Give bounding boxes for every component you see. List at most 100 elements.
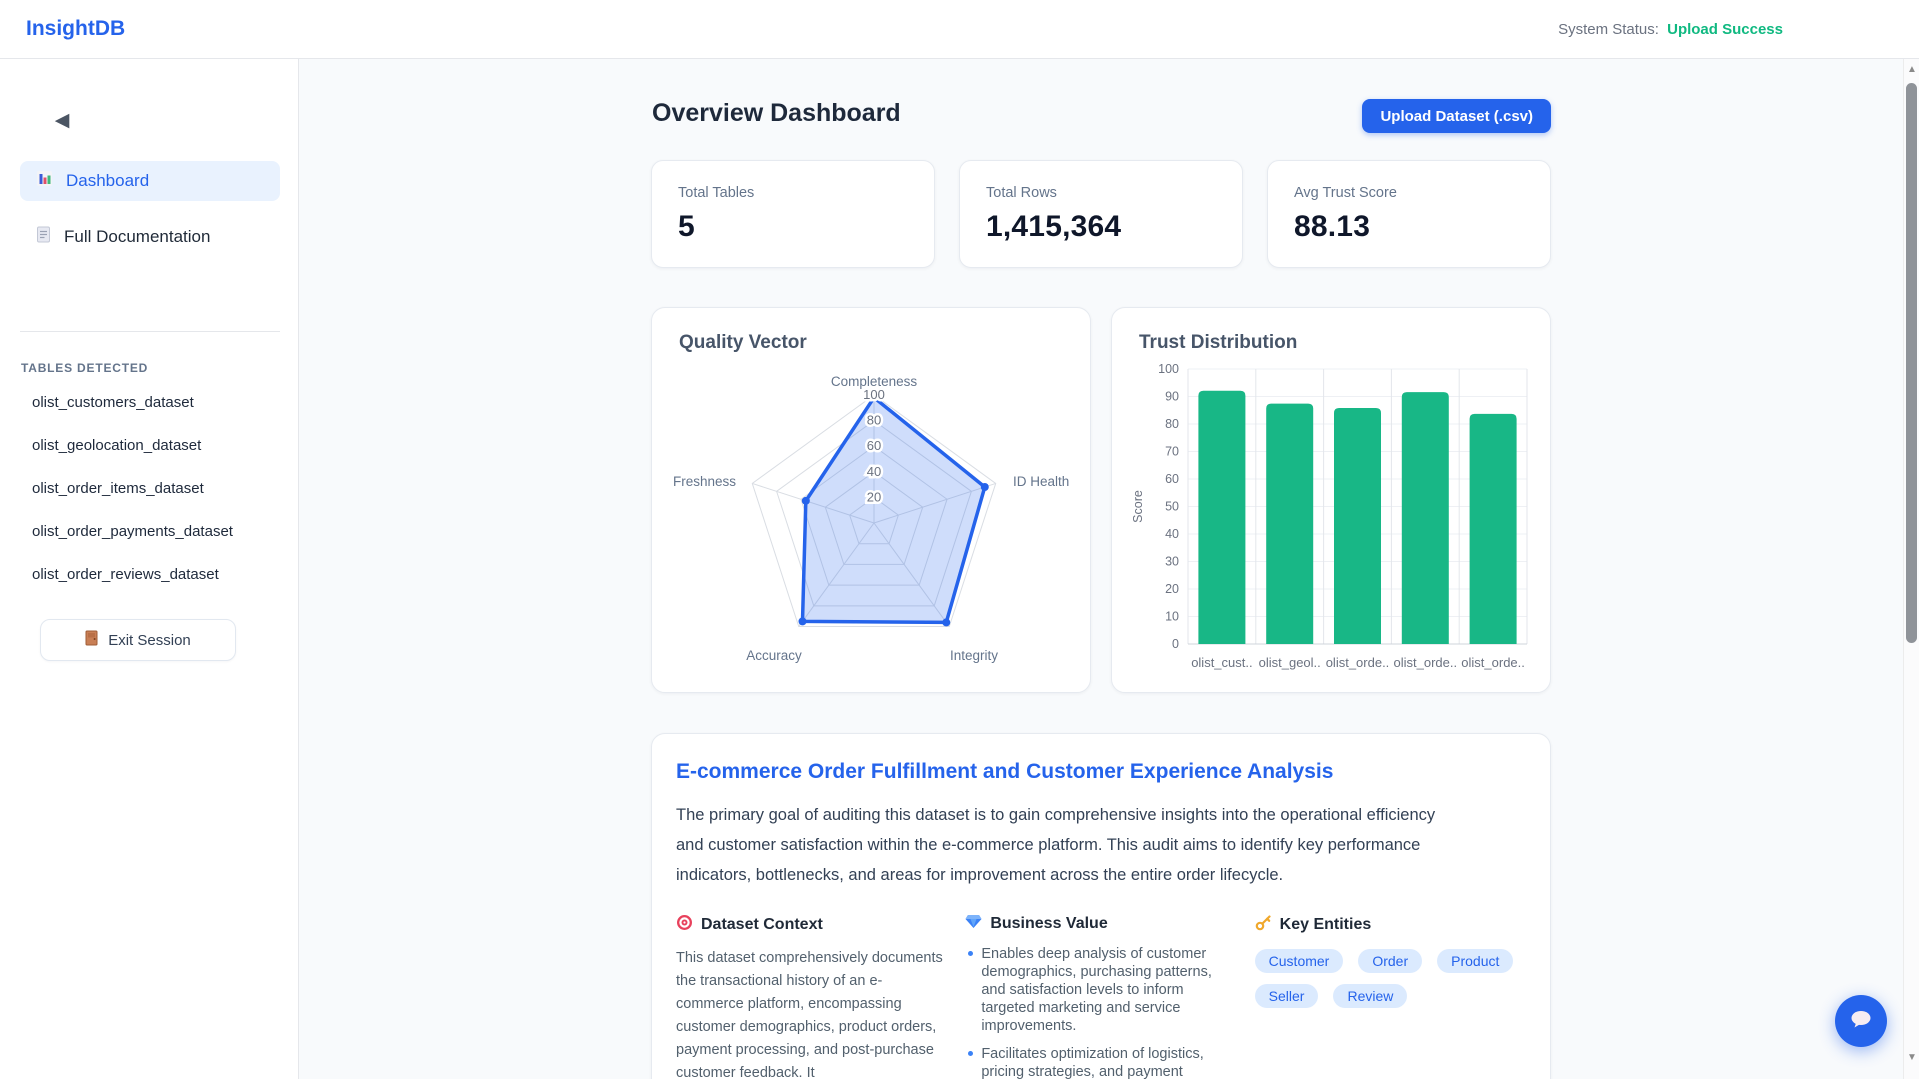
svg-text:80: 80 [867, 413, 881, 428]
page-title: Overview Dashboard [652, 99, 901, 127]
svg-text:ID Health: ID Health [1013, 474, 1069, 489]
business-value-bullets: Enables deep analysis of customer demogr… [965, 945, 1236, 1079]
svg-text:olist_orde..: olist_orde.. [1394, 655, 1458, 670]
stat-card-total-rows: Total Rows 1,415,364 [959, 160, 1243, 268]
stats-row: Total Tables 5 Total Rows 1,415,364 Avg … [651, 160, 1551, 268]
narrative-paragraph: The primary goal of auditing this datase… [676, 806, 1436, 884]
column-heading-label: Dataset Context [701, 916, 823, 933]
entity-chip-customer: Customer [1254, 949, 1344, 973]
column-heading: Dataset Context [676, 914, 947, 936]
svg-text:40: 40 [867, 464, 881, 479]
table-item-customers[interactable]: olist_customers_dataset [32, 394, 194, 411]
svg-text:Accuracy: Accuracy [746, 648, 802, 663]
vertical-scrollbar: ▲ ▼ [1903, 59, 1919, 1079]
svg-text:Completeness: Completeness [831, 374, 918, 389]
business-value-column: Business Value Enables deep analysis of … [965, 914, 1236, 1079]
system-status: System Status: Upload Success [1558, 21, 1783, 38]
scroll-up-arrow[interactable]: ▲ [1907, 64, 1917, 75]
stat-label: Avg Trust Score [1294, 185, 1397, 201]
svg-text:60: 60 [867, 438, 881, 453]
narrative-columns: Dataset Context This dataset comprehensi… [676, 914, 1526, 1079]
gem-icon [965, 914, 982, 934]
system-status-label: System Status: [1558, 21, 1659, 38]
svg-text:10: 10 [1165, 610, 1179, 624]
main-content: Overview Dashboard Upload Dataset (.csv)… [651, 59, 1551, 1079]
speech-bubble-icon [1848, 1008, 1874, 1035]
sidebar-item-label: Full Documentation [64, 227, 211, 246]
dataset-context-body: This dataset comprehensively documents t… [676, 950, 943, 1079]
trust-distribution-card: 0 10 20 30 40 50 60 70 80 90 100 Score olist_cust.. o… [1111, 307, 1551, 693]
svg-text:70: 70 [1165, 445, 1179, 459]
door-icon [85, 630, 98, 650]
document-icon [36, 226, 51, 248]
svg-text:olist_geol..: olist_geol.. [1259, 655, 1321, 670]
svg-text:olist_cust..: olist_cust.. [1191, 655, 1252, 670]
entity-chip-review: Review [1333, 984, 1408, 1008]
svg-text:Score: Score [1131, 490, 1145, 523]
svg-text:olist_orde..: olist_orde.. [1326, 655, 1390, 670]
system-status-value: Upload Success [1667, 21, 1783, 38]
column-heading-label: Key Entities [1279, 916, 1372, 933]
svg-text:Integrity: Integrity [950, 648, 998, 663]
svg-text:Freshness: Freshness [673, 474, 736, 489]
stat-value: 88.13 [1294, 210, 1371, 243]
exit-session-label: Exit Session [108, 631, 191, 649]
svg-text:20: 20 [1165, 582, 1179, 596]
svg-text:50: 50 [1165, 500, 1179, 514]
column-heading-label: Business Value [990, 915, 1108, 932]
table-item-order-items[interactable]: olist_order_items_dataset [32, 480, 204, 497]
back-arrow-icon: ◀ [54, 110, 70, 131]
column-heading: Business Value [965, 914, 1236, 934]
target-icon [676, 914, 693, 936]
brand-logo: InsightDB [26, 17, 126, 40]
bar-chart: 0 10 20 30 40 50 60 70 80 90 100 Score olist_cust.. o… [1131, 362, 1528, 670]
svg-text:0: 0 [1172, 637, 1179, 651]
svg-text:100: 100 [1158, 362, 1179, 376]
stat-card-total-tables: Total Tables 5 [651, 160, 935, 268]
stat-value: 1,415,364 [986, 210, 1122, 243]
sidebar-divider [20, 331, 280, 332]
bullet-item: Enables deep analysis of customer demogr… [965, 945, 1223, 1035]
dataset-context-column: Dataset Context This dataset comprehensi… [676, 914, 947, 1079]
chart-title: Trust Distribution [1139, 332, 1298, 353]
stat-card-avg-trust-score: Avg Trust Score 88.13 [1267, 160, 1551, 268]
stat-value: 5 [678, 210, 695, 243]
sidebar-item-full-documentation[interactable]: Full Documentation [20, 217, 280, 257]
sidebar-item-dashboard[interactable]: Dashboard [20, 161, 280, 201]
narrative-card: E-commerce Order Fulfillment and Custome… [651, 733, 1551, 1079]
column-heading: Key Entities [1255, 914, 1526, 936]
chat-fab-button[interactable] [1835, 995, 1887, 1047]
stat-label: Total Rows [986, 185, 1057, 201]
stat-label: Total Tables [678, 185, 755, 201]
table-item-order-reviews[interactable]: olist_order_reviews_dataset [32, 566, 219, 583]
bar-chart-icon [36, 170, 53, 192]
sidebar: ◀ Dashboard Fu [0, 59, 299, 1079]
sidebar-item-label: Dashboard [66, 171, 150, 190]
key-entities-chips: Customer Order Product Seller Review [1254, 949, 1526, 1008]
scroll-thumb[interactable] [1906, 83, 1917, 643]
upload-dataset-button[interactable]: Upload Dataset (.csv) [1362, 99, 1551, 133]
entity-chip-order: Order [1358, 949, 1423, 973]
chart-title: Quality Vector [679, 332, 807, 353]
collapse-sidebar-button[interactable]: ◀ [50, 109, 74, 133]
table-item-geolocation[interactable]: olist_geolocation_dataset [32, 437, 202, 454]
svg-text:60: 60 [1165, 472, 1179, 486]
bullet-item: Facilitates optimization of logistics, p… [965, 1045, 1223, 1079]
narrative-title: E-commerce Order Fulfillment and Custome… [676, 760, 1334, 783]
svg-text:40: 40 [1165, 527, 1179, 541]
key-entities-column: Key Entities Customer Order Product Sell… [1254, 914, 1526, 1079]
charts-row: 20 40 60 80 100 Completeness ID Health Integrit… [651, 307, 1551, 693]
svg-text:olist_orde..: olist_orde.. [1461, 655, 1525, 670]
entity-chip-seller: Seller [1254, 984, 1319, 1008]
scroll-down-arrow[interactable]: ▼ [1907, 1052, 1917, 1063]
key-icon [1255, 914, 1272, 936]
svg-text:80: 80 [1165, 417, 1179, 431]
svg-text:100: 100 [863, 387, 885, 402]
table-item-order-payments[interactable]: olist_order_payments_dataset [32, 523, 233, 540]
app-header: InsightDB System Status: Upload Success [0, 0, 1919, 59]
quality-vector-card: 20 40 60 80 100 Completeness ID Health Integrit… [651, 307, 1091, 693]
page-title-row: Overview Dashboard Upload Dataset (.csv) [651, 97, 1551, 137]
exit-session-button[interactable]: Exit Session [40, 619, 236, 661]
